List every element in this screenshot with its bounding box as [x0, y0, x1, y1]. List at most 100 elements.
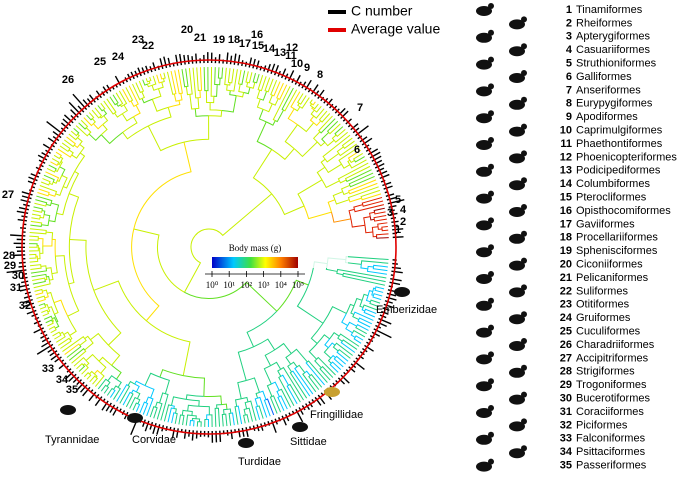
- c-number-bar: [28, 176, 38, 182]
- branch: [61, 142, 71, 151]
- bird-icon-head: [488, 29, 494, 36]
- branch: [340, 341, 356, 353]
- branch: [60, 156, 64, 162]
- branch: [148, 76, 152, 82]
- branch: [53, 299, 69, 317]
- branch: [340, 184, 351, 192]
- branch: [328, 123, 341, 135]
- branch: [327, 199, 336, 213]
- order-number: 5: [566, 58, 572, 70]
- branch: [138, 80, 145, 93]
- branch: [53, 313, 59, 323]
- branch: [41, 210, 46, 215]
- branch: [106, 380, 111, 387]
- branch: [223, 408, 228, 415]
- branch: [191, 417, 197, 421]
- branch: [314, 358, 322, 369]
- branch: [137, 398, 141, 405]
- branch: [113, 385, 119, 390]
- order-number: 30: [560, 393, 572, 405]
- branch: [329, 362, 339, 373]
- branch: [184, 235, 202, 293]
- bird-icon-head: [488, 271, 494, 277]
- branch: [171, 412, 176, 424]
- branch: [319, 118, 336, 134]
- branch: [178, 93, 183, 101]
- branch: [122, 88, 132, 103]
- branch: [206, 414, 210, 420]
- branch: [59, 166, 66, 176]
- branch: [237, 380, 247, 399]
- branch: [345, 303, 355, 314]
- bird-icon: [476, 247, 492, 258]
- branch: [323, 347, 332, 359]
- branch: [36, 295, 46, 299]
- clade-icon: [238, 438, 254, 448]
- branch: [66, 136, 77, 146]
- branch: [357, 319, 371, 328]
- branch: [30, 224, 42, 227]
- branch: [41, 220, 50, 227]
- bird-icon: [509, 233, 525, 244]
- legend-label: Average value: [351, 21, 440, 37]
- c-number-bar: [37, 154, 48, 161]
- branch: [136, 391, 141, 399]
- order-number: 21: [560, 272, 572, 284]
- branch: [38, 302, 46, 307]
- branch: [373, 207, 385, 213]
- order-label: 9: [304, 62, 310, 74]
- branch: [283, 89, 298, 112]
- branch: [288, 383, 301, 403]
- branch: [363, 310, 376, 318]
- branch: [342, 272, 386, 283]
- order-name: Strigiformes: [576, 366, 635, 378]
- c-number-bar: [95, 90, 102, 99]
- bird-icon: [509, 126, 525, 137]
- c-number-bar: [130, 71, 135, 80]
- bird-icon: [509, 287, 525, 298]
- branch: [173, 93, 180, 102]
- branch: [153, 406, 158, 419]
- clade-icon: [127, 413, 143, 423]
- order-number: 11: [560, 138, 572, 150]
- branch: [358, 317, 373, 325]
- branch: [63, 171, 76, 189]
- branch: [257, 396, 268, 418]
- c-number-bar: [369, 151, 381, 159]
- branch: [38, 237, 44, 246]
- branch: [278, 84, 288, 100]
- branch: [127, 380, 135, 386]
- c-number-bar: [233, 53, 237, 65]
- branch: [271, 381, 280, 391]
- branch: [341, 339, 358, 350]
- branch: [83, 372, 90, 378]
- order-label: 13: [274, 47, 286, 59]
- order-name: Gruiformes: [576, 312, 631, 324]
- bird-icon-head: [521, 70, 527, 76]
- colorbar-tick-label: 10⁴: [275, 280, 287, 290]
- branch: [209, 414, 213, 427]
- c-number-bar: [47, 347, 56, 353]
- branch: [321, 132, 330, 143]
- c-number-bar: [137, 67, 142, 77]
- branch: [281, 87, 294, 111]
- branch: [324, 163, 342, 174]
- colorbar-tick-label: 10¹: [223, 280, 235, 290]
- order-name: Podicipediformes: [576, 165, 661, 177]
- clade-label: Emberizidae: [376, 304, 437, 316]
- branch: [118, 90, 128, 106]
- bird-icon-head: [488, 56, 494, 63]
- branch: [254, 73, 260, 84]
- clade-label: Corvidae: [132, 434, 176, 446]
- branch: [183, 375, 206, 397]
- branch: [111, 364, 122, 380]
- c-number-bar: [123, 411, 129, 420]
- branch: [93, 123, 104, 130]
- branch: [213, 84, 218, 97]
- branch: [194, 193, 273, 237]
- order-name: Suliformes: [576, 285, 628, 297]
- order-label: 12: [286, 42, 298, 54]
- branch: [227, 82, 231, 86]
- branch: [128, 85, 139, 106]
- branch: [308, 375, 320, 390]
